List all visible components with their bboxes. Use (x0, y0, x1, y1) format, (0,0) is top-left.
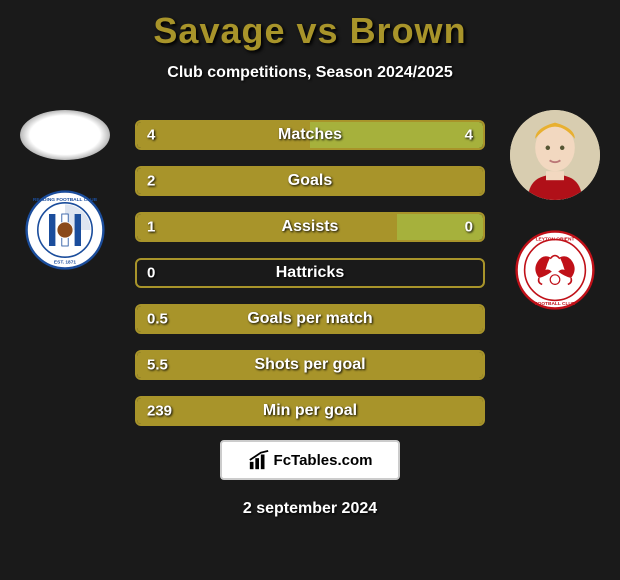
comparison-title: Savage vs Brown (0, 0, 620, 52)
stat-label: Goals (137, 172, 483, 190)
stat-label: Hattricks (137, 264, 483, 282)
club2-badge: LEYTON ORIENT FOOTBALL CLUB (515, 230, 595, 310)
stat-row: 2Goals (135, 166, 485, 196)
title-vs: vs (286, 10, 350, 51)
right-column: LEYTON ORIENT FOOTBALL CLUB (500, 110, 610, 310)
stat-label: Goals per match (137, 310, 483, 328)
player1-name: Savage (153, 10, 285, 51)
stat-row: 10Assists (135, 212, 485, 242)
svg-text:FOOTBALL CLUB: FOOTBALL CLUB (535, 301, 576, 307)
stat-label: Shots per goal (137, 356, 483, 374)
branding-text: FcTables.com (274, 452, 373, 469)
left-column: READING FOOTBALL CLUB EST. 1871 (10, 110, 120, 270)
stat-label: Min per goal (137, 402, 483, 420)
player2-photo (510, 110, 600, 200)
player1-photo (20, 110, 110, 160)
branding-badge: FcTables.com (220, 440, 400, 480)
stat-label: Matches (137, 126, 483, 144)
stat-row: 5.5Shots per goal (135, 350, 485, 380)
svg-text:READING FOOTBALL CLUB: READING FOOTBALL CLUB (33, 197, 98, 203)
player2-name: Brown (350, 10, 467, 51)
svg-text:LEYTON ORIENT: LEYTON ORIENT (536, 236, 575, 242)
stat-row: 0.5Goals per match (135, 304, 485, 334)
stat-row: 239Min per goal (135, 396, 485, 426)
chart-icon (248, 449, 270, 471)
stat-row: 0Hattricks (135, 258, 485, 288)
subtitle: Club competitions, Season 2024/2025 (0, 64, 620, 82)
svg-text:EST. 1871: EST. 1871 (54, 260, 76, 266)
stat-label: Assists (137, 218, 483, 236)
stats-bars: 44Matches 2Goals 10Assists 0Hattricks 0.5Goa… (135, 120, 485, 442)
club1-badge: READING FOOTBALL CLUB EST. 1871 (25, 190, 105, 270)
date-label: 2 september 2024 (0, 500, 620, 518)
stat-row: 44Matches (135, 120, 485, 150)
